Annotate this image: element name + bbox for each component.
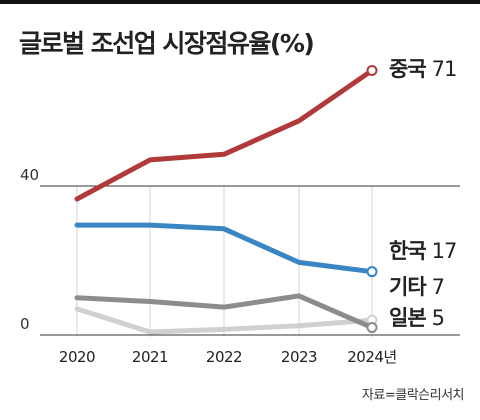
series-line-중국 xyxy=(74,68,375,202)
source-note: 자료=클락슨리서치 xyxy=(361,388,465,403)
series-line-한국 xyxy=(74,222,375,275)
y-tick-label-40: 40 xyxy=(20,166,39,184)
series-line-일본 xyxy=(74,306,375,335)
series-value-중국: 71 xyxy=(432,57,457,81)
series-value-기타: 7 xyxy=(432,275,444,299)
series-name-일본: 일본 xyxy=(389,306,426,330)
x-tick-label-2: 2022 xyxy=(206,348,242,366)
top-rule xyxy=(0,0,480,4)
x-tick-label-3: 2023 xyxy=(281,348,317,366)
end-label-기타: 기타 7 xyxy=(389,275,444,299)
chart-title: 글로벌 조선업 시장점유율(%) xyxy=(19,29,315,58)
x-tick-label-0: 2020 xyxy=(59,348,95,366)
x-tick-label-4: 2024년 xyxy=(347,348,396,366)
series-value-일본: 5 xyxy=(432,306,444,330)
series-value-한국: 17 xyxy=(432,239,457,263)
end-label-한국: 한국 17 xyxy=(389,239,456,263)
series-line-기타 xyxy=(74,293,375,331)
end-marker-중국 xyxy=(366,65,378,77)
series-name-한국: 한국 xyxy=(389,239,426,263)
end-label-일본: 일본 5 xyxy=(389,306,444,330)
series-name-기타: 기타 xyxy=(389,275,427,299)
series-name-중국: 중국 xyxy=(389,57,426,81)
end-marker-한국 xyxy=(366,266,378,278)
end-label-중국: 중국 71 xyxy=(389,57,456,81)
end-marker-기타 xyxy=(366,322,378,334)
y-tick-label-0: 0 xyxy=(20,315,30,333)
x-tick-label-1: 2021 xyxy=(132,348,168,366)
